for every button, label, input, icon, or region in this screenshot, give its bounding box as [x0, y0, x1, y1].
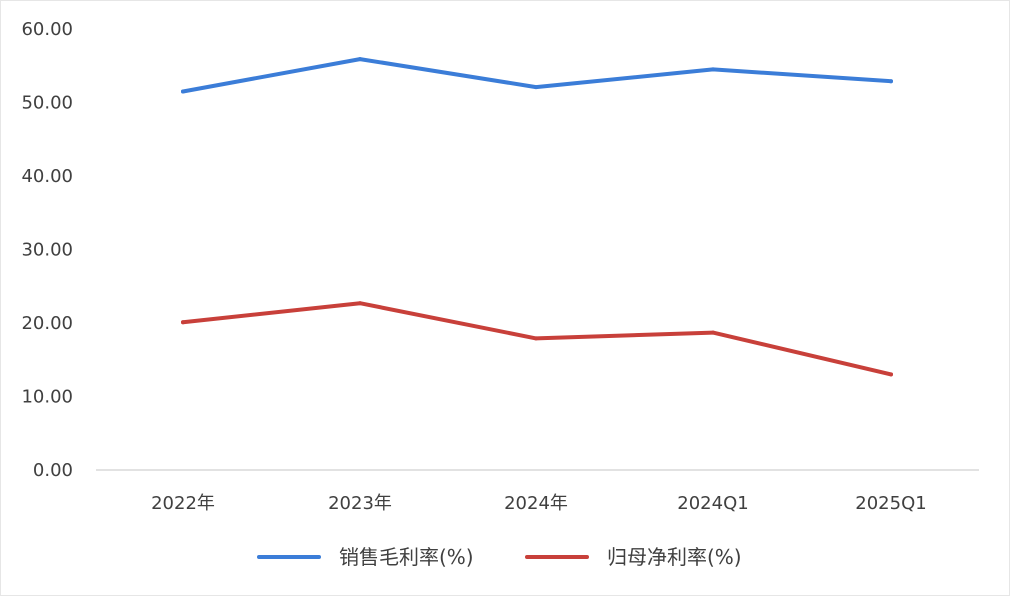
x-axis: 2022年 2023年 2024年 2024Q1 2025Q1 [151, 493, 927, 514]
y-axis: 0.00 10.00 20.00 30.00 40.00 50.00 60.00 [21, 19, 73, 481]
y-tick-label: 10.00 [21, 387, 73, 408]
data-point [534, 85, 538, 90]
data-point [358, 301, 362, 306]
x-tick-label: 2024年 [504, 493, 568, 514]
series-lines [181, 57, 893, 377]
legend-label: 销售毛利率(%) [339, 545, 474, 569]
data-point [711, 330, 715, 335]
y-tick-label: 40.00 [21, 166, 73, 187]
legend: 销售毛利率(%) 归母净利率(%) [257, 545, 742, 569]
data-point [889, 79, 893, 84]
y-tick-label: 20.00 [21, 313, 73, 334]
y-tick-label: 30.00 [21, 240, 73, 261]
x-tick-label: 2024Q1 [677, 493, 748, 514]
x-tick-label: 2025Q1 [855, 493, 926, 514]
legend-label: 归母净利率(%) [607, 545, 742, 569]
data-point [358, 57, 362, 62]
data-point [181, 320, 185, 325]
y-tick-label: 50.00 [21, 93, 73, 114]
x-tick-label: 2022年 [151, 493, 215, 514]
y-tick-label: 60.00 [21, 19, 73, 40]
data-point [181, 89, 185, 94]
x-tick-label: 2023年 [328, 493, 392, 514]
y-tick-label: 0.00 [33, 460, 73, 481]
data-point [889, 372, 893, 377]
data-point [534, 336, 538, 341]
data-point [711, 67, 715, 72]
